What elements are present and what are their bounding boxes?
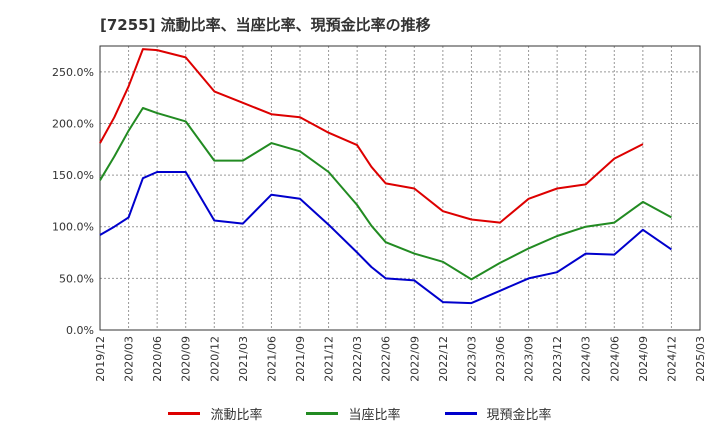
x-tick-label: 2023/06 [494,336,507,382]
x-tick-label: 2021/09 [294,336,307,382]
legend-swatch-quick-ratio [306,412,339,415]
x-tick-label: 2019/12 [94,336,107,382]
legend-label-cash-ratio: 現預金比率 [486,408,552,423]
x-tick-label: 2024/06 [608,336,621,382]
y-tick-label: 200.0% [52,117,94,130]
x-tick-label: 2021/03 [237,336,250,382]
x-tick-label: 2023/09 [523,336,536,382]
x-tick-label: 2022/03 [351,336,364,382]
y-tick-label: 0.0% [66,324,94,337]
y-tick-label: 100.0% [52,221,94,234]
series-line-0 [99,48,644,224]
grid [100,46,700,330]
legend-item-quick-ratio: 当座比率 [306,404,401,423]
y-tick-label: 150.0% [52,169,94,182]
y-tick-label: 50.0% [59,272,94,285]
x-tick-label: 2022/12 [437,336,450,382]
legend-swatch-cash-ratio [444,412,477,415]
legend-item-cash-ratio: 現預金比率 [444,404,552,423]
legend-label-quick-ratio: 当座比率 [348,408,401,423]
axes [99,45,701,331]
series-line-2 [99,171,672,305]
y-tick-label: 250.0% [52,66,94,79]
x-tick-label: 2020/09 [180,336,193,382]
legend-label-current-ratio: 流動比率 [210,408,263,423]
tick-labels: 2019/12 2020/03 2020/06 2020/09 2020/12 2021/… [52,66,707,382]
x-tick-label: 2020/06 [151,336,164,382]
x-tick-label: 2022/09 [408,336,421,382]
x-tick-label: 2020/03 [123,336,136,382]
legend-item-current-ratio: 流動比率 [168,404,262,423]
x-tick-label: 2023/03 [465,336,478,382]
x-tick-label: 2024/03 [580,336,593,382]
plot-frame [99,45,701,331]
legend-swatch-current-ratio [168,412,201,415]
series-line-1 [99,107,672,281]
x-tick-label: 2020/12 [208,336,221,382]
chart-title: [7255] 流動比率、当座比率、現預金比率の推移 [100,16,431,34]
legend: 流動比率 当座比率 現預金比率 [0,404,720,423]
x-tick-label: 2021/12 [323,336,336,382]
x-tick-label: 2023/12 [551,336,564,382]
series-lines [99,48,672,305]
x-tick-label: 2024/12 [665,336,678,382]
x-tick-label: 2022/06 [380,336,393,382]
x-tick-label: 2025/03 [694,336,707,382]
x-tick-label: 2021/06 [265,336,278,382]
x-tick-label: 2024/09 [637,336,650,382]
